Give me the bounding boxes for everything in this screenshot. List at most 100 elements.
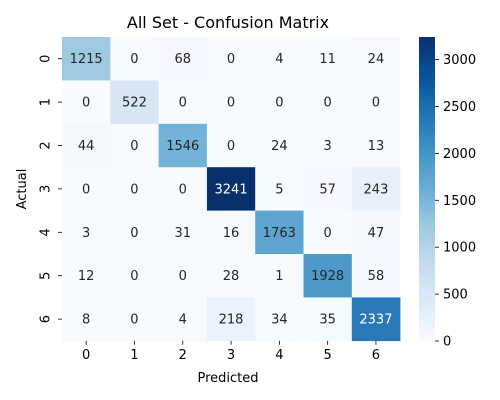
heatmap-cell — [206, 80, 256, 125]
x-axis-label: Predicted — [197, 371, 258, 386]
cell-value-label: 16 — [223, 226, 240, 241]
colorbar-tick-label: 2500 — [443, 100, 476, 115]
cell-value-label: 4 — [275, 52, 283, 67]
heatmap-cell — [255, 167, 304, 211]
cell-value-label: 0 — [130, 226, 138, 241]
cell-value-label: 2337 — [359, 313, 392, 328]
y-axis-label: Actual — [15, 169, 30, 210]
heatmap-cell — [303, 297, 353, 342]
heatmap-cell — [158, 297, 208, 342]
cell-value-label: 1763 — [263, 226, 296, 241]
heatmap-cell — [303, 123, 353, 168]
heatmap-cell — [303, 210, 353, 255]
x-tick-label: 1 — [130, 348, 138, 363]
heatmap-cell — [62, 297, 111, 342]
cell-value-label: 5 — [275, 182, 283, 197]
y-tick-label: 6 — [39, 315, 54, 323]
cell-value-label: 13 — [368, 139, 385, 154]
cell-value-label: 24 — [271, 139, 288, 154]
heatmap-cell — [351, 210, 401, 255]
heatmap-cell — [255, 37, 304, 81]
cell-value-label: 0 — [82, 96, 90, 111]
cell-value-label: 0 — [227, 52, 235, 67]
cell-value-label: 0 — [372, 96, 380, 111]
heatmap-cell — [110, 254, 159, 298]
heatmap-cell — [110, 123, 159, 168]
heatmap-cell — [62, 37, 111, 81]
x-axis: 0 1 2 3 4 5 6 — [82, 340, 380, 363]
colorbar-tick-label: 1500 — [443, 194, 476, 209]
cell-value-label: 0 — [179, 269, 187, 284]
x-tick-label: 0 — [82, 348, 90, 363]
heatmap-cell — [206, 254, 256, 298]
cell-value-label: 0 — [179, 182, 187, 197]
heatmap-cell — [62, 80, 111, 125]
x-tick-label: 2 — [179, 348, 187, 363]
heatmap-cell — [62, 210, 111, 255]
heatmap-cell — [62, 123, 111, 168]
cell-value-label: 0 — [82, 182, 90, 197]
heatmap-cell — [206, 297, 256, 342]
x-tick-label: 5 — [324, 348, 332, 363]
heatmap-cell — [110, 210, 159, 255]
cell-value-label: 1546 — [166, 139, 199, 154]
heatmap-cell — [158, 167, 208, 211]
cell-value-label: 35 — [319, 313, 336, 328]
heatmap-cell — [158, 37, 208, 81]
cell-value-label: 0 — [227, 96, 235, 111]
cell-value-label: 3241 — [215, 182, 248, 197]
cell-value-label: 58 — [368, 269, 385, 284]
y-tick-label: 4 — [39, 228, 54, 236]
cell-value-label: 1 — [275, 269, 283, 284]
cell-value-label: 1215 — [70, 52, 103, 67]
heatmap-cell — [255, 297, 304, 342]
heatmap-cells: 1215 0 68 0 4 11 240 522 0 0 0 0 044 0 1546 0 24 3 130 0 0 32… — [62, 37, 401, 342]
heatmap-cell — [110, 80, 159, 125]
cell-value-label: 0 — [130, 269, 138, 284]
heatmap-cell — [255, 123, 304, 168]
heatmap-cell — [110, 37, 159, 81]
y-tick-label: 1 — [39, 98, 54, 106]
colorbar-tick-label: 3000 — [443, 53, 476, 68]
cell-value-label: 0 — [275, 96, 283, 111]
cell-value-label: 3 — [82, 226, 90, 241]
cell-value-label: 0 — [227, 139, 235, 154]
cell-value-label: 47 — [368, 226, 385, 241]
y-axis: 0 1 2 3 4 5 6 — [39, 55, 62, 323]
heatmap-cell — [303, 37, 353, 81]
colorbar-ticks: 0 500 1000 1500 2000 2500 3000 — [435, 53, 476, 350]
heatmap-cell — [206, 167, 256, 211]
cell-value-label: 0 — [179, 96, 187, 111]
heatmap-cell — [351, 37, 401, 81]
chart-title: All Set - Confusion Matrix — [127, 13, 329, 32]
x-tick-label: 6 — [372, 348, 380, 363]
heatmap-cell — [351, 297, 401, 342]
heatmap-cell — [158, 80, 208, 125]
heatmap-cell — [158, 123, 208, 168]
heatmap-cell — [303, 167, 353, 211]
cell-value-label: 0 — [324, 96, 332, 111]
colorbar-tick-label: 2000 — [443, 147, 476, 162]
heatmap-cell — [206, 210, 256, 255]
cell-value-label: 68 — [174, 52, 191, 67]
y-tick-label: 5 — [39, 272, 54, 280]
colorbar-tick-label: 500 — [443, 288, 468, 303]
heatmap-cell — [303, 254, 353, 298]
heatmap-cell — [351, 123, 401, 168]
heatmap-cell — [255, 210, 304, 255]
y-tick-label: 0 — [39, 55, 54, 63]
cell-value-label: 24 — [368, 52, 385, 67]
heatmap-cell — [62, 254, 111, 298]
cell-value-label: 11 — [319, 52, 336, 67]
colorbar-tick-label: 1000 — [443, 241, 476, 256]
heatmap-cell — [158, 254, 208, 298]
cell-value-label: 0 — [130, 182, 138, 197]
heatmap-cell — [351, 80, 401, 125]
cell-value-label: 3 — [324, 139, 332, 154]
heatmap-cell — [255, 80, 304, 125]
y-tick-label: 2 — [39, 141, 54, 149]
heatmap-cell — [303, 80, 353, 125]
cell-value-label: 0 — [130, 139, 138, 154]
heatmap-cell — [62, 167, 111, 211]
